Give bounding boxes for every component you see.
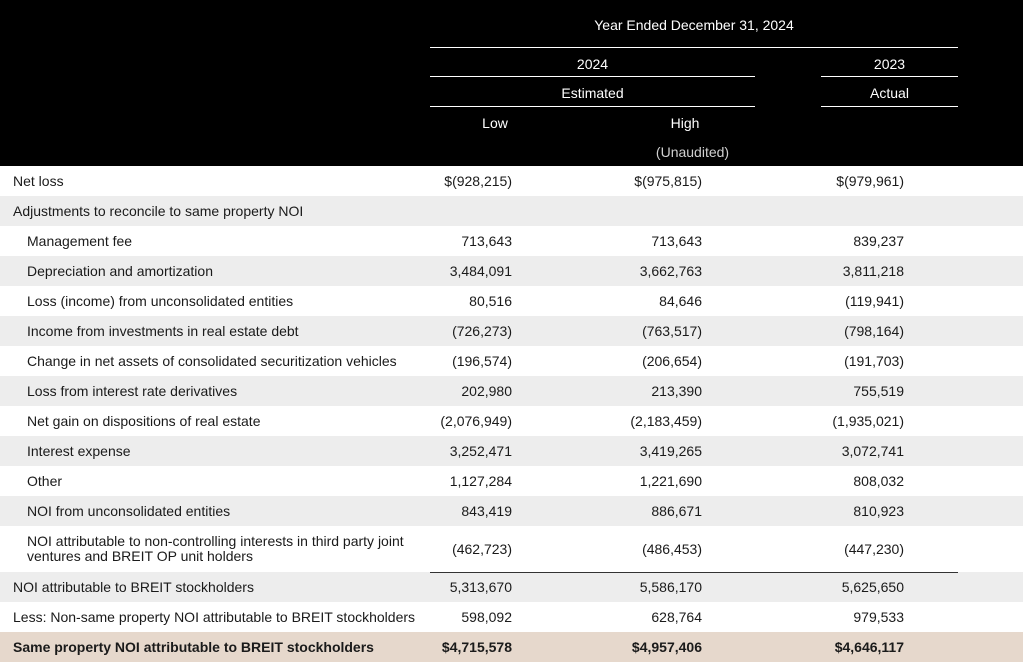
high-value: 5,586,170 [639,579,702,595]
table-row: Management fee 713,643 713,643 839,237 [0,226,1023,256]
low-value: 1,127,284 [449,473,512,489]
actual-value: $(979,961) [836,173,904,189]
row-label: Loss from interest rate derivatives [27,382,238,399]
high-value: 84,646 [659,293,702,309]
actual-value: 5,625,650 [841,579,904,595]
row-label: Depreciation and amortization [27,262,213,279]
row-label: Adjustments to reconcile to same propert… [13,202,304,219]
actual-value: 810,923 [853,503,904,519]
actual-heading: Actual [870,85,909,101]
row-label: Less: Non-same property NOI attributable… [13,608,416,625]
actual-value: (1,935,021) [832,413,904,429]
header-divider [430,106,755,107]
actual-value: $4,646,117 [834,639,904,655]
actual-value: 755,519 [853,383,904,399]
unaudited-note: (Unaudited) [655,144,730,160]
row-label: Income from investments in real estate d… [27,322,299,339]
header-divider [821,106,958,107]
table-row: Less: Non-same property NOI attributable… [0,602,1023,632]
high-value: (206,654) [642,353,702,369]
row-label: Net loss [13,172,64,189]
actual-value: (798,164) [844,323,904,339]
row-label: NOI from unconsolidated entities [27,502,231,519]
high-value: 3,662,763 [639,263,702,279]
row-label: Same property NOI attributable to BREIT … [13,638,374,655]
low-value: 202,980 [461,383,512,399]
high-value: 3,419,265 [639,443,702,459]
low-value: $4,715,578 [441,639,512,655]
year-2024-heading: 2024 [576,56,609,72]
table-row: Depreciation and amortization 3,484,091 … [0,256,1023,286]
low-value: 843,419 [461,503,512,519]
year-2023-heading: 2023 [873,56,906,72]
low-value: 598,092 [461,609,512,625]
low-value: $(928,215) [444,173,512,189]
table-row: NOI from unconsolidated entities 843,419… [0,496,1023,526]
high-heading: High [670,115,700,131]
high-value: 213,390 [651,383,702,399]
row-label: NOI attributable to BREIT stockholders [13,578,254,595]
low-value: 3,484,091 [449,263,512,279]
high-value: 628,764 [651,609,702,625]
table-row: Loss (income) from unconsolidated entiti… [0,286,1023,316]
actual-value: (447,230) [844,541,904,557]
low-value: 713,643 [461,233,512,249]
table-row: Interest expense 3,252,471 3,419,265 3,0… [0,436,1023,466]
header-divider [430,76,755,77]
low-heading: Low [482,115,508,131]
high-value: $4,957,406 [631,639,702,655]
actual-value: 839,237 [853,233,904,249]
high-value: 713,643 [651,233,702,249]
table-row: Net loss $(928,215) $(975,815) $(979,961… [0,166,1023,196]
low-value: (462,723) [452,541,512,557]
high-value: (2,183,459) [630,413,702,429]
table-row: Change in net assets of consolidated sec… [0,346,1023,376]
row-label: Other [27,472,63,489]
total-row: Same property NOI attributable to BREIT … [0,632,1023,662]
high-value: 1,221,690 [639,473,702,489]
low-value: (2,076,949) [440,413,512,429]
table-row: NOI attributable to BREIT stockholders 5… [0,572,1023,602]
table-row: Income from investments in real estate d… [0,316,1023,346]
actual-value: 808,032 [853,473,904,489]
table-header: Year Ended December 31, 2024 2024 2023 E… [0,0,1023,166]
row-label: Net gain on dispositions of real estate [27,412,261,429]
actual-value: 979,533 [853,609,904,625]
period-heading: Year Ended December 31, 2024 [594,17,794,33]
table-row: Loss from interest rate derivatives 202,… [0,376,1023,406]
actual-value: 3,811,218 [842,263,904,279]
subtotal-rule [430,572,958,573]
high-value: $(975,815) [634,173,702,189]
table-row: NOI attributable to non-controlling inte… [0,526,1023,572]
row-label: Interest expense [27,442,131,459]
table-body: Net loss $(928,215) $(975,815) $(979,961… [0,166,1023,662]
high-value: 886,671 [651,503,702,519]
row-label: NOI attributable to non-controlling inte… [27,533,404,564]
actual-value: 3,072,741 [841,443,904,459]
table-row: Adjustments to reconcile to same propert… [0,196,1023,226]
table-row: Other 1,127,284 1,221,690 808,032 [0,466,1023,496]
low-value: (726,273) [452,323,512,339]
high-value: (486,453) [642,541,702,557]
header-divider [430,47,958,48]
actual-value: (119,941) [845,293,904,309]
row-label: Loss (income) from unconsolidated entiti… [27,292,294,309]
low-value: 5,313,670 [449,579,512,595]
row-label: Management fee [27,232,133,249]
estimated-heading: Estimated [561,85,624,101]
low-value: 80,516 [469,293,512,309]
low-value: (196,574) [452,353,512,369]
low-value: 3,252,471 [449,443,512,459]
table-row: Net gain on dispositions of real estate … [0,406,1023,436]
high-value: (763,517) [642,323,702,339]
row-label: Change in net assets of consolidated sec… [27,352,397,369]
header-divider [821,76,958,77]
actual-value: (191,703) [844,353,904,369]
